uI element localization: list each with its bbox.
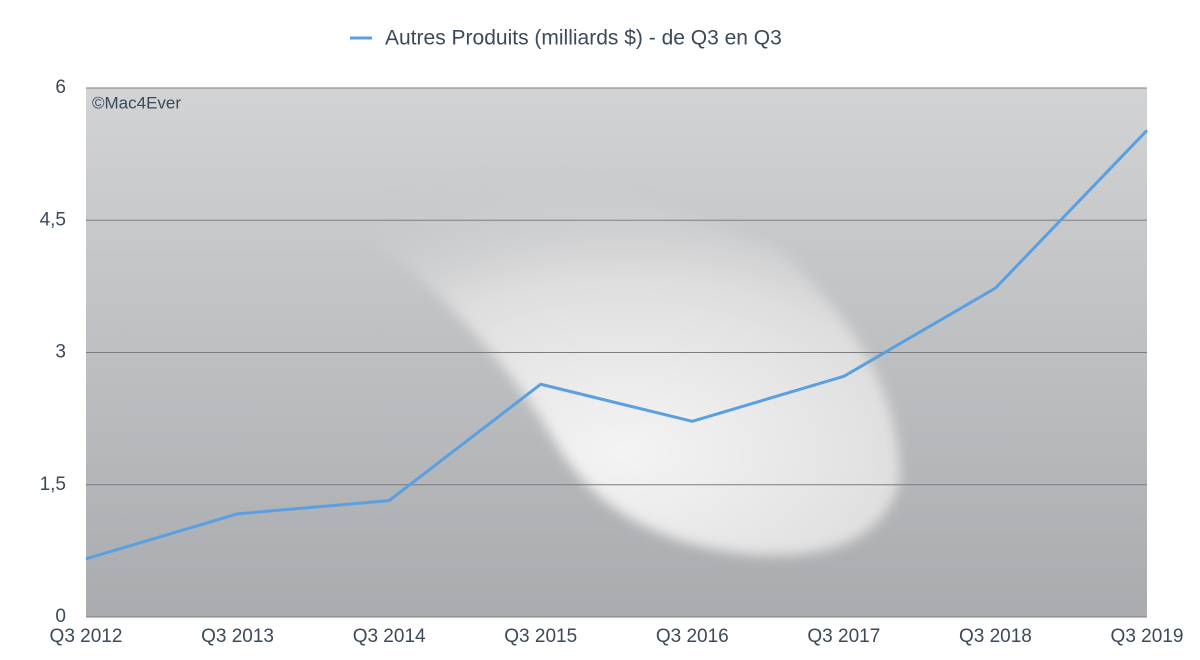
x-tick-label: Q3 2012 (50, 626, 123, 647)
y-tick-label: 3 (55, 342, 66, 363)
x-tick-label: Q3 2015 (504, 626, 577, 647)
y-tick-label: 4,5 (40, 209, 66, 230)
x-tick-label: Q3 2019 (1111, 626, 1184, 647)
x-tick-label: Q3 2018 (959, 626, 1032, 647)
y-tick-label: 1,5 (40, 474, 66, 495)
series-line (85, 129, 1149, 561)
x-tick-label: Q3 2014 (353, 626, 426, 647)
x-tick-label: Q3 2016 (656, 626, 729, 647)
y-tick-label: 6 (55, 77, 66, 98)
y-tick-label: 0 (55, 606, 66, 627)
background-image (215, 140, 900, 556)
legend-label: Autres Produits (milliards $) - de Q3 en… (385, 27, 782, 50)
x-tick-label: Q3 2017 (807, 626, 880, 647)
watermark: ©Mac4Ever (92, 93, 181, 112)
x-tick-label: Q3 2013 (201, 626, 274, 647)
